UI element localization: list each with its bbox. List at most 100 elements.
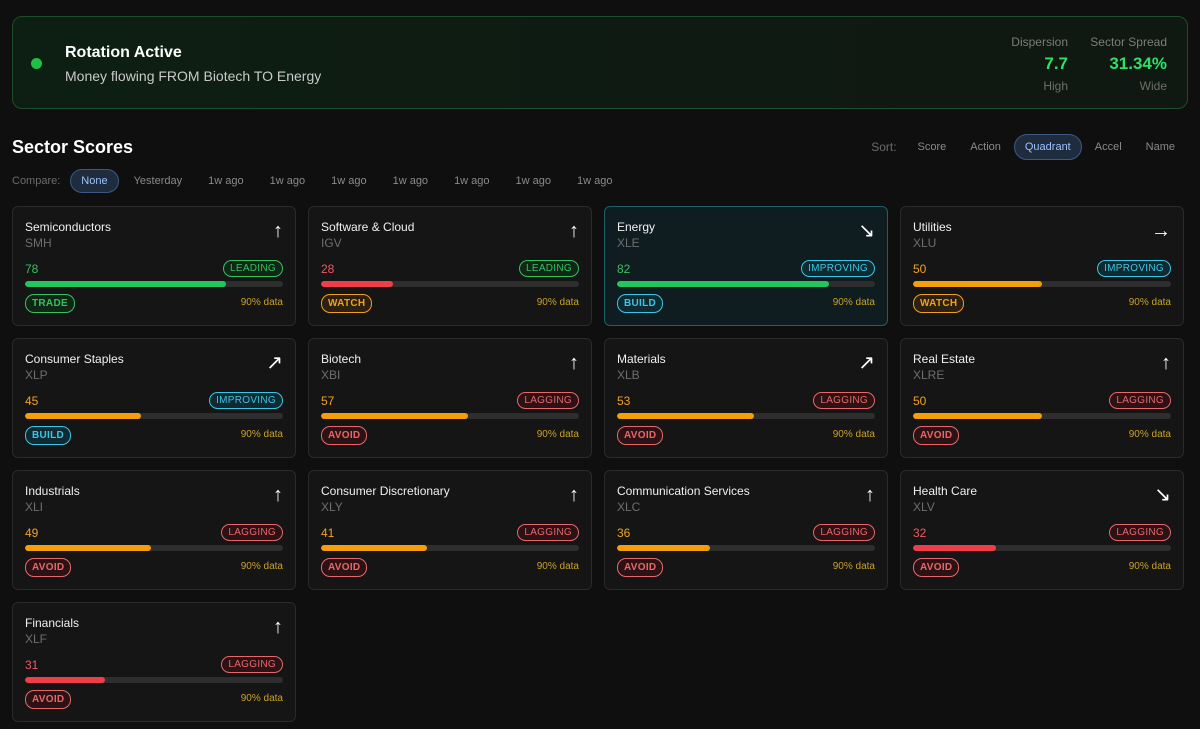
data-coverage: 90% data (536, 429, 579, 440)
score-bar-fill (321, 545, 427, 551)
sector-card[interactable]: Industrials XLI ↑ 49 LAGGING AVOID 90% data (12, 470, 296, 590)
score-bar (25, 281, 283, 287)
sector-ticker: SMH (25, 236, 52, 250)
trend-arrow-icon: ↑ (569, 220, 579, 242)
sector-score: 57 (321, 394, 335, 408)
sector-spread-value: 31.34% (1109, 54, 1167, 73)
sector-card[interactable]: Software & Cloud IGV ↑ 28 LEADING WATCH 90% da… (308, 206, 592, 326)
compare-option-1w-ago[interactable]: 1w ago (454, 175, 490, 187)
trend-arrow-icon: ↑ (273, 220, 283, 242)
score-bar (913, 413, 1171, 419)
action-badge: BUILD (617, 294, 664, 313)
score-bar-fill (913, 281, 1042, 287)
compare-option-1w-ago[interactable]: 1w ago (208, 175, 244, 187)
sector-name: Materials (617, 352, 666, 366)
trend-arrow-icon: ↗ (858, 352, 875, 374)
sort-option-score[interactable]: Score (917, 141, 947, 153)
trend-arrow-icon: ↑ (569, 352, 579, 374)
sector-score: 50 (913, 394, 927, 408)
sector-score: 31 (25, 658, 39, 672)
section-title: Sector Scores (12, 137, 134, 157)
action-badge: AVOID (617, 426, 664, 445)
dispersion-value: 7.7 (1044, 54, 1068, 73)
data-coverage: 90% data (1128, 297, 1171, 308)
trend-arrow-icon: ↑ (865, 484, 875, 506)
sort-option-quadrant[interactable]: Quadrant (1013, 134, 1082, 160)
score-bar (25, 677, 283, 683)
quadrant-badge: IMPROVING (1097, 260, 1171, 277)
sector-ticker: XLY (321, 500, 343, 514)
sector-score: 50 (913, 262, 927, 276)
sector-spread-metric: Sector Spread 31.34% Wide (1090, 35, 1167, 93)
score-bar-fill (913, 413, 1042, 419)
sector-card[interactable]: Real Estate XLRE ↑ 50 LAGGING AVOID 90% data (900, 338, 1184, 458)
sector-score: 82 (617, 262, 631, 276)
dispersion-qualifier: High (1043, 79, 1068, 93)
sector-name: Real Estate (913, 352, 976, 366)
sector-score: 45 (25, 394, 39, 408)
compare-option-1w-ago[interactable]: 1w ago (577, 175, 613, 187)
action-badge: WATCH (913, 294, 965, 313)
trend-arrow-icon: ↑ (569, 484, 579, 506)
score-bar (617, 281, 875, 287)
sector-score: 36 (617, 526, 631, 540)
rotation-subtitle: Money flowing FROM Biotech TO Energy (65, 68, 322, 84)
sector-card[interactable]: Semiconductors SMH ↑ 78 LEADING TRADE 90% data (12, 206, 296, 326)
quadrant-badge: LAGGING (813, 524, 875, 541)
score-bar-fill (321, 413, 469, 419)
trend-arrow-icon: ↑ (273, 616, 283, 638)
sector-name: Software & Cloud (321, 220, 415, 234)
sector-card[interactable]: Consumer Discretionary XLY ↑ 41 LAGGING AVOID… (308, 470, 592, 590)
trend-arrow-icon: ↑ (273, 484, 283, 506)
quadrant-badge: IMPROVING (209, 392, 283, 409)
sector-card[interactable]: Health Care XLV ↘ 32 LAGGING AVOID 90% data (900, 470, 1184, 590)
data-coverage: 90% data (832, 297, 875, 308)
score-bar-fill (321, 281, 394, 287)
action-badge: AVOID (617, 558, 664, 577)
data-coverage: 90% data (832, 429, 875, 440)
action-badge: AVOID (321, 426, 368, 445)
sort-option-accel[interactable]: Accel (1094, 141, 1122, 153)
sector-card[interactable]: Biotech XBI ↑ 57 LAGGING AVOID 90% data (308, 338, 592, 458)
compare-option-1w-ago[interactable]: 1w ago (331, 175, 367, 187)
sort-option-action[interactable]: Action (970, 141, 1001, 153)
sector-name: Consumer Discretionary (321, 484, 450, 498)
sector-name: Health Care (913, 484, 978, 498)
score-bar (321, 281, 579, 287)
sort-option-name[interactable]: Name (1145, 141, 1175, 153)
score-bar-fill (25, 281, 227, 287)
quadrant-badge: LAGGING (221, 656, 283, 673)
data-coverage: 90% data (240, 561, 283, 572)
score-bar (25, 545, 283, 551)
sector-name: Energy (617, 220, 656, 234)
data-coverage: 90% data (1128, 429, 1171, 440)
sector-card[interactable]: Financials XLF ↑ 31 LAGGING AVOID 90% data (12, 602, 296, 722)
score-bar (617, 413, 875, 419)
quadrant-badge: LAGGING (813, 392, 875, 409)
compare-option-1w-ago[interactable]: 1w ago (269, 175, 306, 187)
sector-card[interactable]: Utilities XLU → 50 IMPROVING WATCH 90% data (900, 206, 1184, 326)
score-bar (617, 545, 875, 551)
compare-option-none[interactable]: None (70, 169, 119, 193)
compare-option-1w-ago[interactable]: 1w ago (392, 175, 429, 187)
sector-card[interactable]: Consumer Staples XLP ↗ 45 IMPROVING BUILD 90% … (12, 338, 296, 458)
sector-card[interactable]: Materials XLB ↗ 53 LAGGING AVOID 90% data (604, 338, 888, 458)
sector-grid: Semiconductors SMH ↑ 78 LEADING TRADE 90% data… (12, 206, 1188, 722)
data-coverage: 90% data (1128, 561, 1171, 572)
quadrant-badge: LAGGING (1109, 524, 1171, 541)
sort-bar: Sort: Score Action Quadrant Accel Name (871, 134, 1186, 160)
dispersion-metric: Dispersion 7.7 High (1011, 35, 1068, 93)
quadrant-badge: LAGGING (1109, 392, 1171, 409)
action-badge: AVOID (321, 558, 368, 577)
compare-label: Compare: (12, 175, 61, 187)
sector-ticker: XLU (913, 236, 937, 250)
sector-card[interactable]: Communication Services XLC ↑ 36 LAGGING AVOID… (604, 470, 888, 590)
compare-option-1w-ago[interactable]: 1w ago (515, 175, 552, 187)
trend-arrow-icon: ↘ (1154, 484, 1171, 506)
sector-ticker: IGV (321, 236, 342, 250)
sector-name: Financials (25, 616, 80, 630)
score-bar-fill (617, 545, 710, 551)
trend-arrow-icon: → (1151, 220, 1171, 242)
sector-card[interactable]: Energy XLE ↘ 82 IMPROVING BUILD 90% data (604, 206, 888, 326)
compare-option-yesterday[interactable]: Yesterday (133, 175, 183, 187)
